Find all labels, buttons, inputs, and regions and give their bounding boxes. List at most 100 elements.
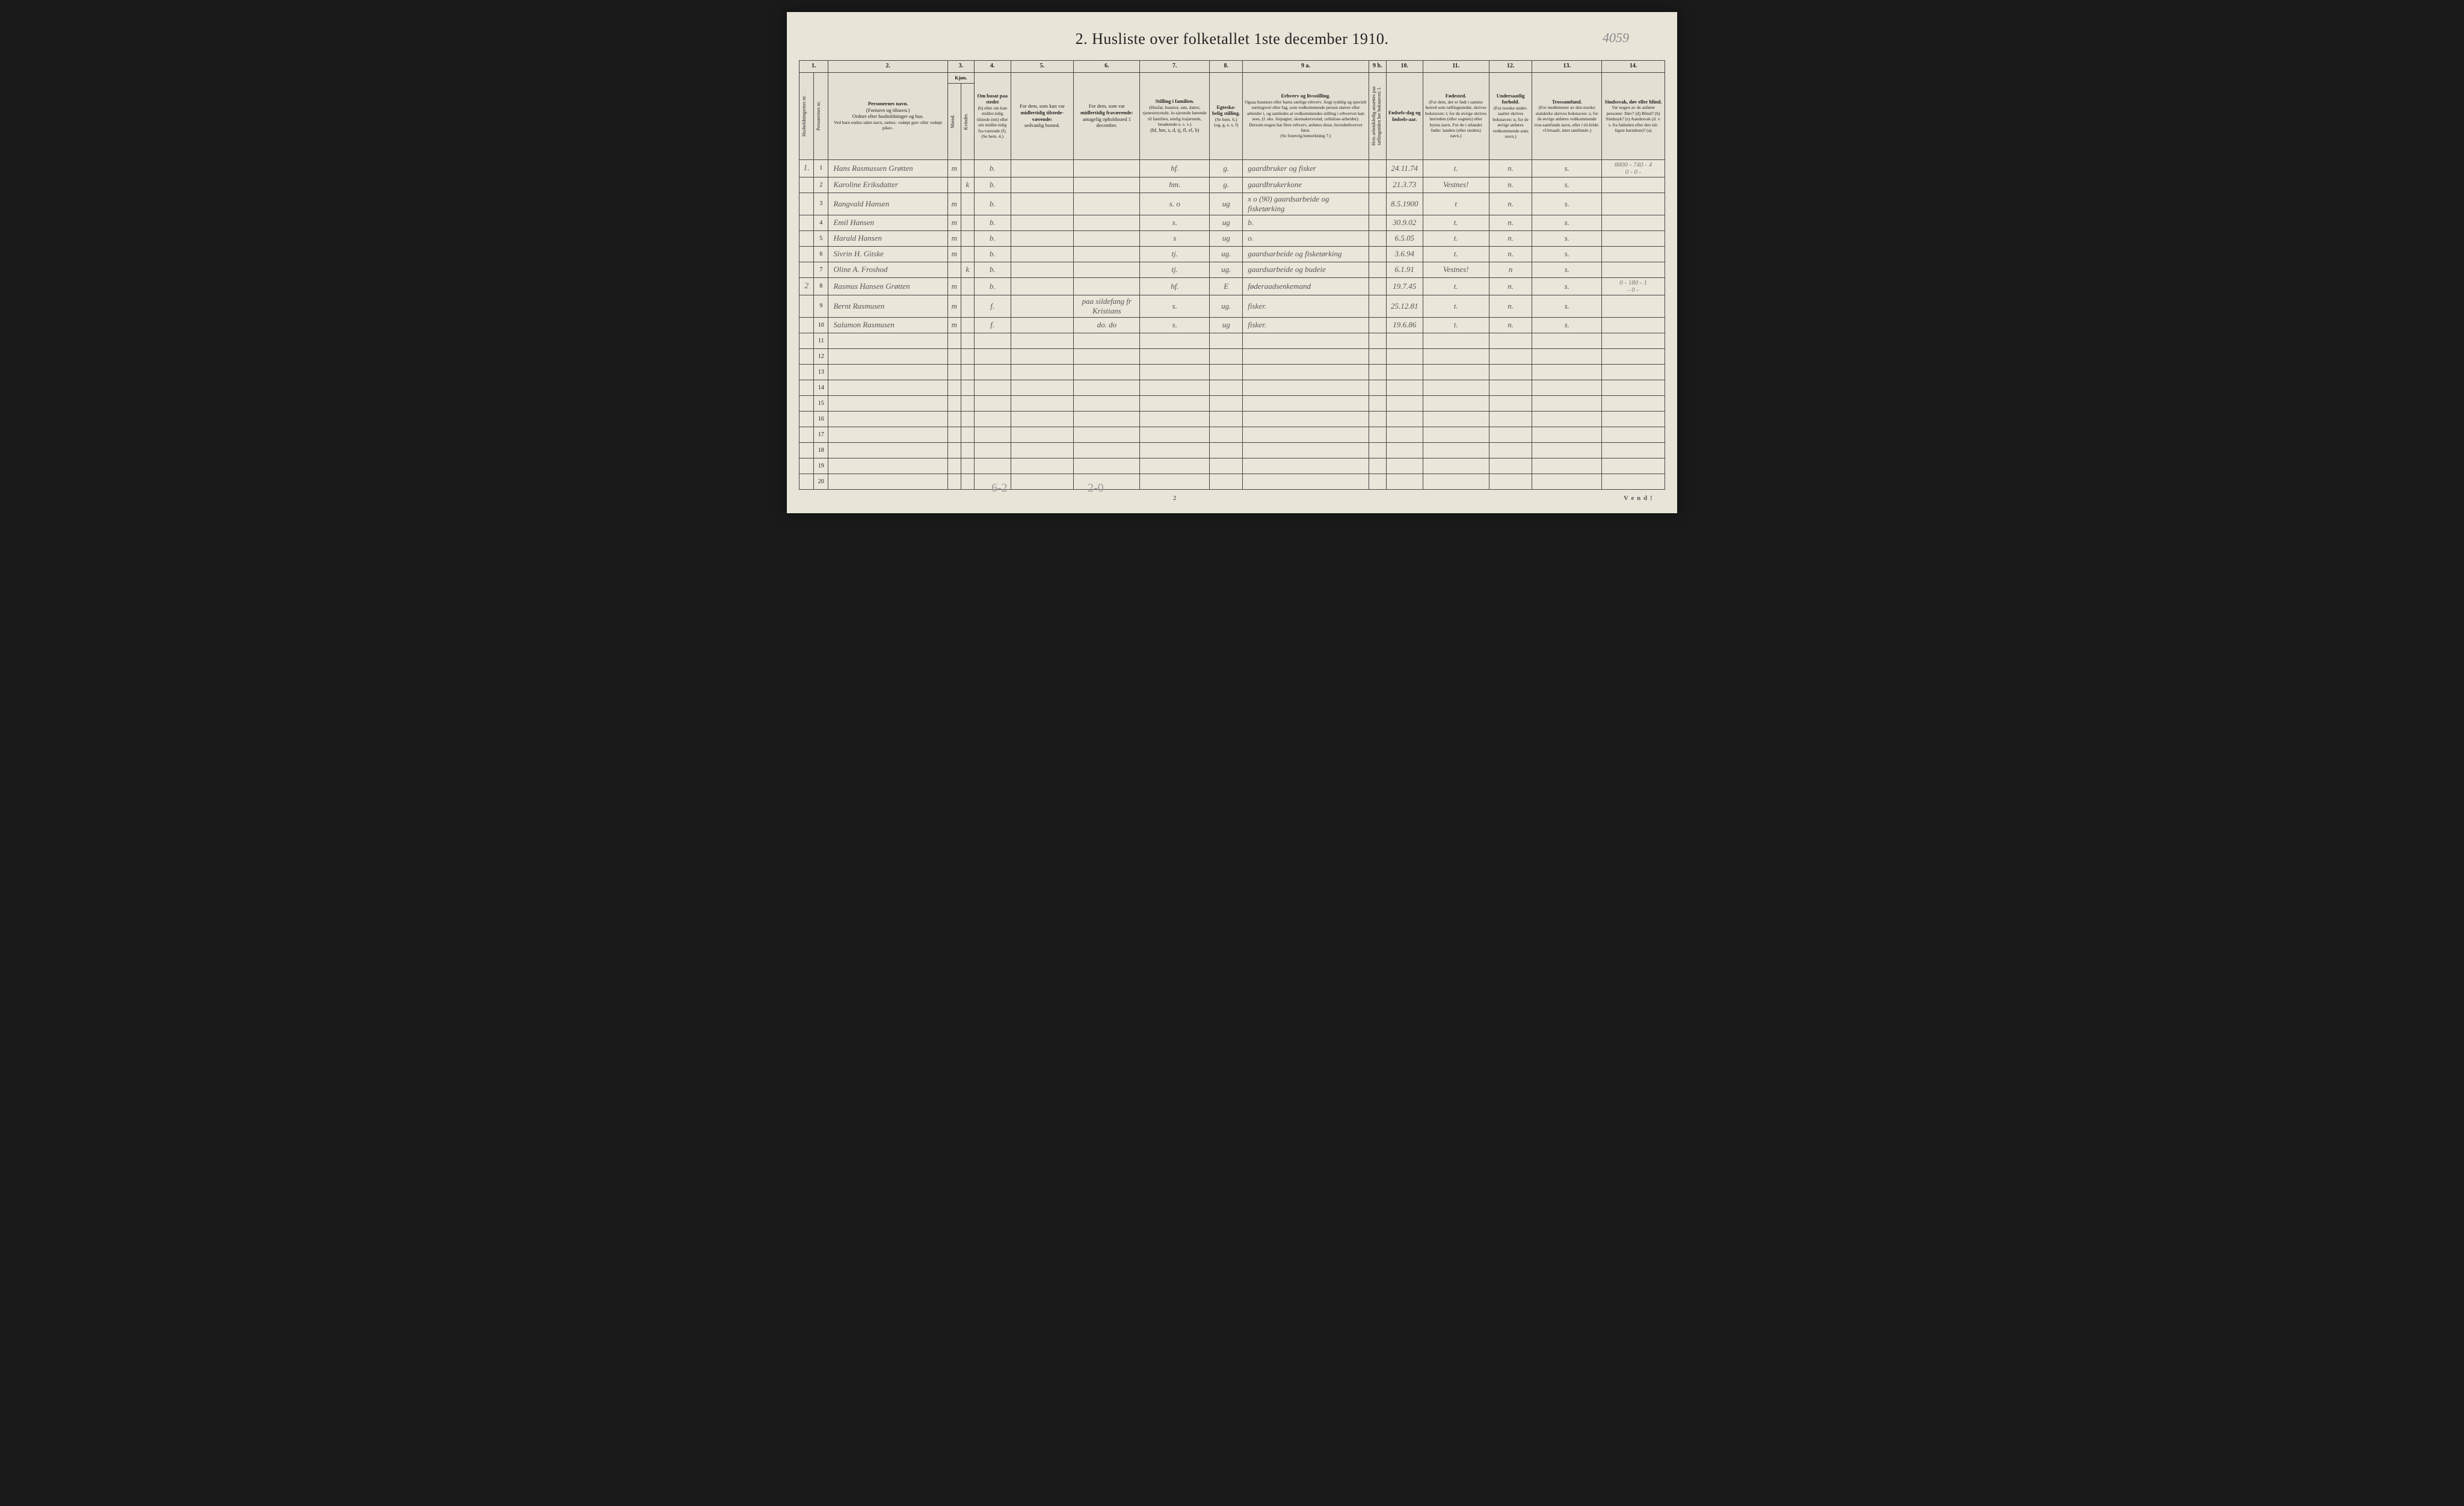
cell-temp-absent: [1074, 215, 1140, 230]
cell-disability: [1602, 230, 1665, 246]
cell-residence: f.: [974, 317, 1011, 333]
cell-occupation: gaardbruker og fisker: [1243, 159, 1369, 177]
cell-marital: ug: [1210, 230, 1243, 246]
cell-name: Rasmus Hansen Grøtten: [828, 277, 947, 295]
cell-sex-m: [947, 177, 961, 193]
cell-sex-m: m: [947, 317, 961, 333]
cell-religion: s.: [1532, 246, 1602, 262]
colnum-12: 12.: [1489, 61, 1532, 73]
colnum-3: 3.: [947, 61, 974, 73]
cell-nationality: n.: [1489, 246, 1532, 262]
cell-occupation: [1243, 333, 1369, 348]
cell-marital: E: [1210, 277, 1243, 295]
cell-hh: [799, 177, 814, 193]
colnum-8: 8.: [1210, 61, 1243, 73]
cell-birthplace: t: [1423, 193, 1489, 215]
cell-temp-absent: [1074, 277, 1140, 295]
cell-temp-absent: [1074, 411, 1140, 427]
table-row: 20: [799, 474, 1665, 489]
cell-disability: [1602, 474, 1665, 489]
cell-religion: [1532, 348, 1602, 364]
cell-disability: [1602, 458, 1665, 474]
cell-person-nr: 5: [814, 230, 828, 246]
cell-unemployed: [1369, 277, 1386, 295]
cell-person-nr: 20: [814, 474, 828, 489]
cell-name: [828, 411, 947, 427]
cell-temp-present: [1011, 411, 1074, 427]
census-page: 4059 2. Husliste over folketallet 1ste d…: [787, 12, 1677, 513]
cell-nationality: [1489, 458, 1532, 474]
cell-unemployed: [1369, 333, 1386, 348]
cell-hh: [799, 246, 814, 262]
cell-disability: [1602, 193, 1665, 215]
cell-name: Harald Hansen: [828, 230, 947, 246]
cell-nationality: n.: [1489, 193, 1532, 215]
colnum-7: 7.: [1140, 61, 1210, 73]
cell-dob: [1386, 333, 1423, 348]
cell-sex-k: [961, 159, 974, 177]
cell-person-nr: 18: [814, 442, 828, 458]
cell-unemployed: [1369, 193, 1386, 215]
cell-residence: b.: [974, 262, 1011, 277]
cell-family-pos: [1140, 442, 1210, 458]
cell-dob: 6.1.91: [1386, 262, 1423, 277]
cell-dob: 19.6.86: [1386, 317, 1423, 333]
cell-occupation: [1243, 458, 1369, 474]
cell-sex-k: [961, 246, 974, 262]
cell-occupation: gaardsarbeide og budeie: [1243, 262, 1369, 277]
cell-dob: [1386, 474, 1423, 489]
cell-unemployed: [1369, 474, 1386, 489]
cell-name: [828, 395, 947, 411]
cell-temp-absent: [1074, 474, 1140, 489]
cell-family-pos: [1140, 380, 1210, 395]
cell-sex-m: [947, 427, 961, 442]
page-title: 2. Husliste over folketallet 1ste decemb…: [799, 30, 1665, 48]
cell-sex-m: [947, 442, 961, 458]
page-number: 2: [1140, 489, 1210, 507]
cell-disability: [1602, 348, 1665, 364]
cell-nationality: [1489, 364, 1532, 380]
cell-sex-m: [947, 380, 961, 395]
hdr-occupation: Erhverv og livsstilling. Ogsaa husmors e…: [1243, 72, 1369, 159]
table-row: 9Bernt Rasmusenmf.paa sildefang fr Krist…: [799, 295, 1665, 317]
cell-unemployed: [1369, 348, 1386, 364]
cell-birthplace: t.: [1423, 215, 1489, 230]
cell-birthplace: Vestnes!: [1423, 262, 1489, 277]
cell-sex-m: m: [947, 193, 961, 215]
cell-temp-present: [1011, 277, 1074, 295]
cell-hh: [799, 348, 814, 364]
cell-hh: [799, 364, 814, 380]
colnum-10: 10.: [1386, 61, 1423, 73]
table-row: 10Salamon Rasmusenmf.do. dos.ugfisker.19…: [799, 317, 1665, 333]
hdr-dob: Fødsels-dag og fødsels-aar.: [1386, 72, 1423, 159]
cell-disability: [1602, 442, 1665, 458]
cell-birthplace: [1423, 395, 1489, 411]
cell-occupation: [1243, 364, 1369, 380]
cell-temp-absent: do. do: [1074, 317, 1140, 333]
cell-nationality: [1489, 411, 1532, 427]
table-row: 1.1Hans Rasmussen Grøttenmb.hf.g.gaardbr…: [799, 159, 1665, 177]
cell-residence: b.: [974, 277, 1011, 295]
hdr-disability: Sindssvak, døv eller blind. Var nogen av…: [1602, 72, 1665, 159]
cell-occupation: [1243, 395, 1369, 411]
cell-marital: [1210, 442, 1243, 458]
colnum-13: 13.: [1532, 61, 1602, 73]
cell-temp-present: [1011, 427, 1074, 442]
cell-birthplace: t.: [1423, 317, 1489, 333]
cell-disability: [1602, 262, 1665, 277]
cell-marital: [1210, 348, 1243, 364]
cell-occupation: [1243, 348, 1369, 364]
cell-family-pos: [1140, 458, 1210, 474]
hdr-hh-nr: Husholdningernes nr.: [799, 72, 814, 159]
cell-temp-absent: [1074, 246, 1140, 262]
cell-marital: ug: [1210, 215, 1243, 230]
hdr-sex-k: Kvinder.: [961, 84, 974, 159]
cell-sex-m: m: [947, 159, 961, 177]
cell-sex-m: [947, 395, 961, 411]
cell-nationality: n.: [1489, 215, 1532, 230]
hdr-pers-nr: Personernes nr.: [814, 72, 828, 159]
cell-person-nr: 1: [814, 159, 828, 177]
colnum-14: 14.: [1602, 61, 1665, 73]
annotation-bottom-left: 6-2: [991, 481, 1008, 495]
cell-person-nr: 13: [814, 364, 828, 380]
